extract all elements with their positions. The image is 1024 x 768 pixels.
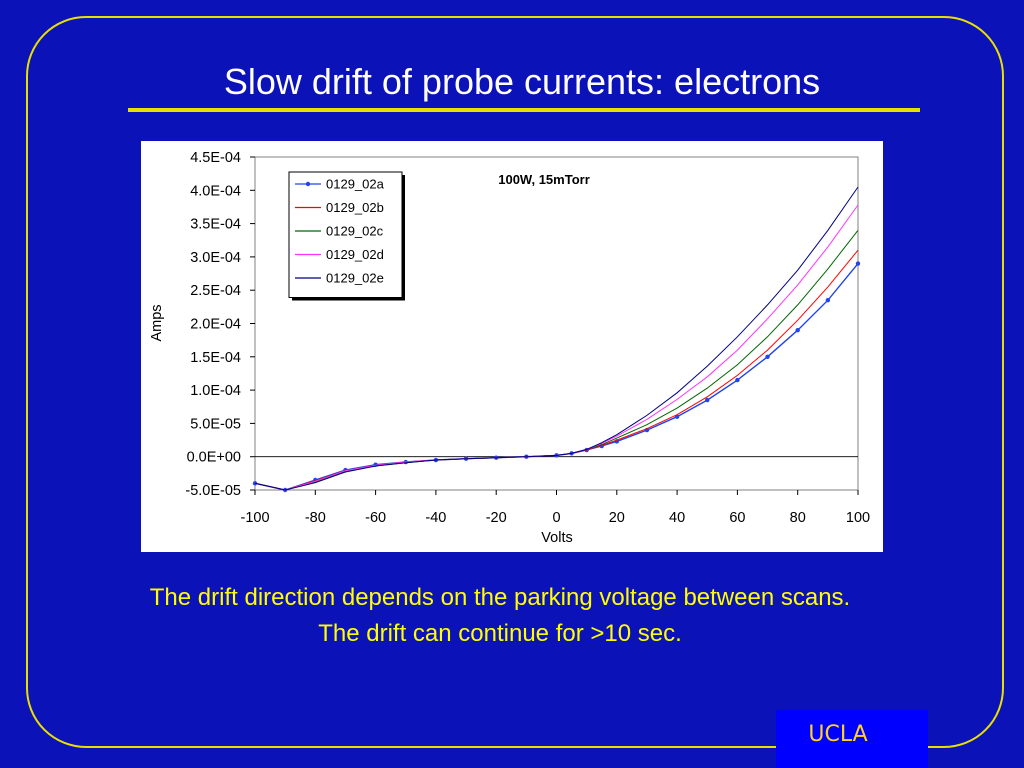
data-point-0129_02a bbox=[765, 354, 770, 359]
y-tick-label: 3.5E-04 bbox=[190, 217, 241, 233]
x-tick-label: -60 bbox=[365, 510, 386, 526]
x-tick-label: 0 bbox=[552, 510, 560, 526]
y-tick-label: 5.0E-05 bbox=[190, 416, 241, 432]
y-tick-label: 1.5E-04 bbox=[190, 350, 241, 366]
y-tick-label: 4.0E-04 bbox=[190, 183, 241, 199]
x-axis-label: Volts bbox=[541, 530, 572, 546]
slide-frame bbox=[26, 16, 1004, 748]
x-tick-label: -100 bbox=[240, 510, 269, 526]
legend-label-0129_02a: 0129_02a bbox=[326, 177, 385, 192]
legend-box bbox=[288, 171, 403, 298]
data-point-0129_02a bbox=[705, 397, 710, 403]
x-tick-label: 20 bbox=[609, 510, 625, 526]
legend-marker-0129_02a bbox=[305, 181, 311, 187]
slide-title: Slow drift of probe currents: electrons bbox=[223, 61, 821, 102]
chart-panel: -5.0E-05 0.0E+00 5.0E-05 1.0E-04 1.5E-04 2.0E… bbox=[141, 141, 883, 552]
y-tick-label: 2.5E-04 bbox=[190, 283, 241, 299]
x-tick-label: 40 bbox=[669, 510, 685, 526]
data-point-0129_02a bbox=[795, 327, 800, 333]
series-line-0129_02e bbox=[254, 186, 859, 491]
legend-label-0129_02b: 0129_02b bbox=[326, 200, 384, 215]
data-point-0129_02a bbox=[825, 297, 831, 303]
x-tick-label: 100 bbox=[846, 510, 870, 526]
y-axis-label: Amps bbox=[149, 304, 165, 341]
y-tick-label: 4.5E-04 bbox=[190, 150, 241, 166]
x-tick-label: -80 bbox=[305, 510, 326, 526]
x-tick-label: 60 bbox=[729, 510, 745, 526]
y-tick-label: 2.0E-04 bbox=[190, 317, 241, 333]
probe-current-chart: -5.0E-05 0.0E+00 5.0E-05 1.0E-04 1.5E-04 2.0E… bbox=[149, 150, 870, 546]
chart-annotation: 100W, 15mTorr bbox=[498, 172, 590, 187]
caption-line-2: The drift can continue for >10 sec. bbox=[318, 620, 682, 647]
x-tick-label: 80 bbox=[790, 510, 806, 526]
y-tick-label: 3.0E-04 bbox=[190, 250, 241, 266]
caption-line-1: The drift direction depends on the parki… bbox=[149, 584, 851, 611]
ucla-logo-text: UCLA bbox=[808, 722, 868, 747]
x-tick-label: -20 bbox=[486, 510, 507, 526]
legend-label-0129_02d: 0129_02d bbox=[326, 247, 384, 262]
data-point-0129_02a bbox=[855, 261, 861, 266]
y-tick-label: 0.0E+00 bbox=[187, 450, 241, 466]
x-tick-label: -40 bbox=[425, 510, 446, 526]
ucla-logo: UCLA bbox=[776, 710, 928, 768]
y-tick-label: 1.0E-04 bbox=[190, 383, 241, 399]
data-point-0129_02a bbox=[735, 377, 740, 383]
slide-caption: The drift direction depends on the parki… bbox=[0, 580, 1000, 652]
y-tick-label: -5.0E-05 bbox=[185, 483, 241, 499]
legend-label-0129_02c: 0129_02c bbox=[326, 224, 384, 239]
title-underline bbox=[128, 108, 920, 112]
legend-label-0129_02e: 0129_02e bbox=[326, 271, 384, 286]
